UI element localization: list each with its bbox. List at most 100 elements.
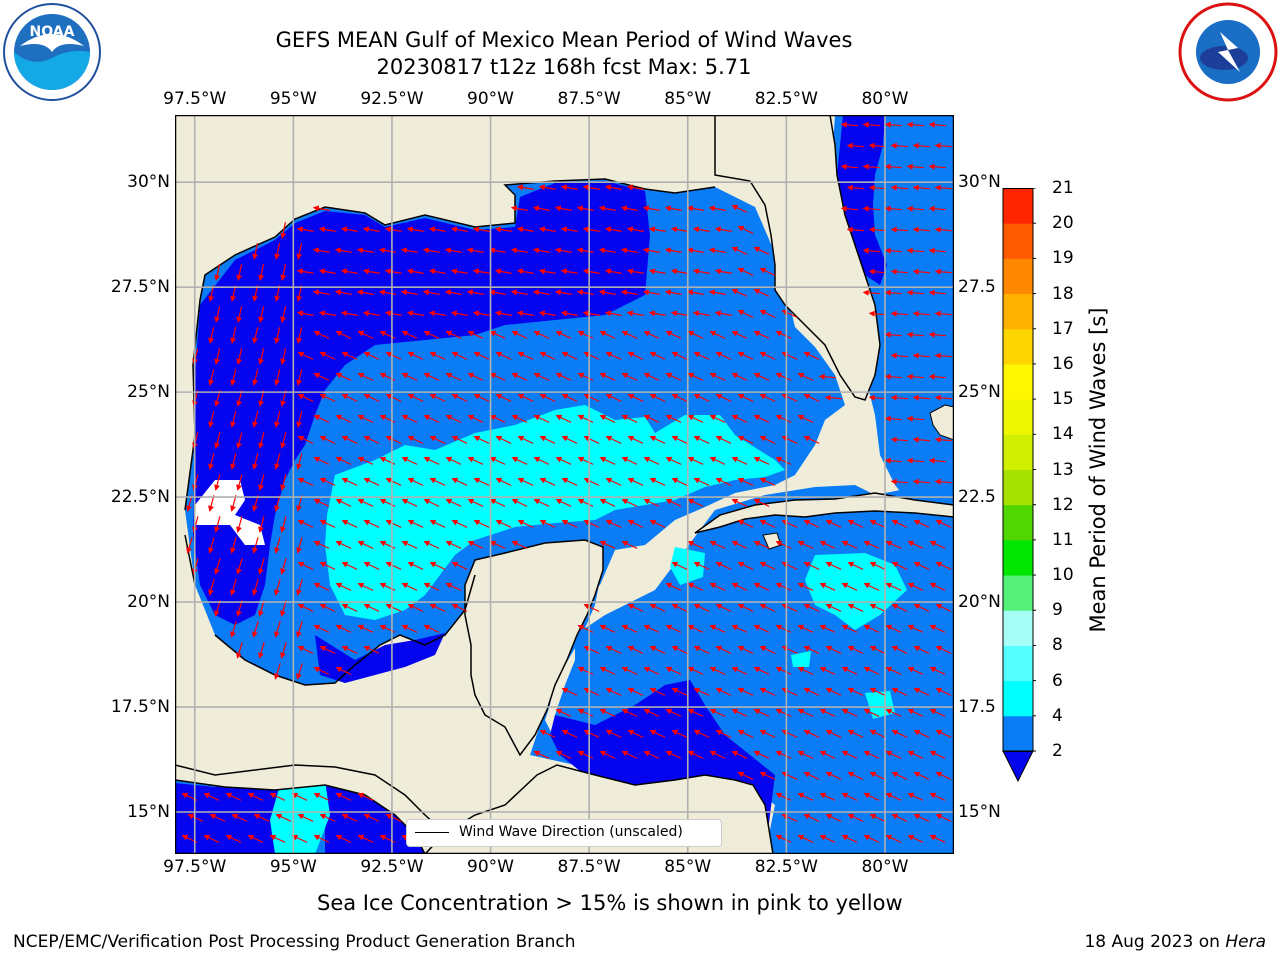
wind-arrow [737,477,754,486]
wind-arrow [444,289,462,296]
lat-tick-label-left: 25°N [127,382,170,403]
wind-arrow [274,579,281,596]
wind-arrow [841,792,858,801]
wind-arrow [429,351,446,360]
wind-arrow [731,288,748,297]
wind-arrow [797,708,814,717]
wind-arrow [313,666,330,675]
wind-arrow [819,582,836,591]
wind-arrow [429,435,446,444]
wind-arrow [671,561,688,570]
wind-arrow [693,351,710,360]
wind-arrow [312,247,330,254]
wind-arrow [781,771,798,780]
wind-arrow [296,579,303,596]
land-yucatan [464,539,604,757]
wind-arrow [489,330,506,339]
wind-arrow [495,351,512,360]
wind-arrow [236,306,243,323]
wind-arrow [869,687,886,696]
wind-arrow [450,310,468,317]
wind-arrow [890,352,908,359]
wind-arrow [407,435,424,444]
wind-arrow [671,351,688,360]
wind-arrow [709,414,726,423]
wind-arrow [577,666,594,675]
wind-arrow [626,184,644,191]
wind-arrow [598,205,616,212]
wind-arrow [313,498,330,507]
wind-arrow [913,813,930,822]
wind-arrow [510,289,528,296]
wind-arrow [511,414,528,423]
wind-arrow [819,834,836,843]
wind-arrow [577,750,594,759]
wind-arrow [258,516,265,533]
wind-arrow [890,268,908,275]
colorbar-tick-label: 16 [1052,353,1074,374]
wind-arrow [407,561,424,570]
wind-arrow [296,621,303,638]
wind-arrow [252,621,259,638]
wind-arrow [516,226,534,233]
wind-arrow [561,687,578,696]
wind-arrow [775,708,792,717]
wind-arrow [539,729,556,738]
wind-arrow [934,478,952,485]
wind-arrow [561,393,578,402]
wind-arrow [929,834,946,843]
wind-arrow [906,121,924,128]
wind-arrow [928,121,946,128]
wind-arrow [868,310,886,317]
wind-arrow [297,603,314,612]
wind-arrow [577,372,594,381]
wind-arrow [274,243,281,261]
wind-arrow [423,498,440,507]
wind-arrow [627,645,644,654]
wind-arrow [885,582,902,591]
wind-arrow [340,226,358,233]
wind-arrow [715,687,732,696]
wind-arrow [929,624,946,633]
wind-arrow [576,205,594,212]
wind-arrow [737,267,754,276]
wind-arrow [913,687,930,696]
wind-arrow [797,624,814,633]
wind-arrow [737,225,754,234]
wind-arrow [319,645,336,654]
wind-arrow [934,436,952,443]
wind-arrow [340,268,358,275]
wind-arrow [687,750,704,759]
wind-arrow [451,561,468,570]
wind-arrow [423,372,440,381]
wind-arrow [297,645,314,654]
wind-arrow [473,393,490,402]
wind-arrow [445,540,462,549]
wind-arrow [642,205,660,212]
wind-arrow [906,205,924,212]
wind-arrow [906,457,924,464]
wind-arrow [708,247,726,254]
wind-arrow [517,435,534,444]
wind-arrow [891,687,908,696]
wind-arrow [863,582,880,591]
wind-arrow [665,582,682,591]
wind-arrow [378,247,396,254]
wind-arrow [803,393,820,402]
wind-arrow [532,289,550,296]
footer-credit: NCEP/EMC/Verification Post Processing Pr… [13,932,576,952]
wind-arrow [775,624,792,633]
wind-arrow [868,184,886,191]
wind-arrow [318,268,336,275]
wind-arrow [935,519,952,528]
wind-arrow [869,771,886,780]
wind-arrow [731,456,748,465]
wind-arrow [467,456,484,465]
wind-arrow [401,540,418,549]
wind-arrow [803,687,820,696]
wind-arrow [429,603,446,612]
wind-arrow [385,561,402,570]
wind-arrow [555,750,572,759]
wind-arrow [759,519,776,528]
wind-arrow [627,729,644,738]
